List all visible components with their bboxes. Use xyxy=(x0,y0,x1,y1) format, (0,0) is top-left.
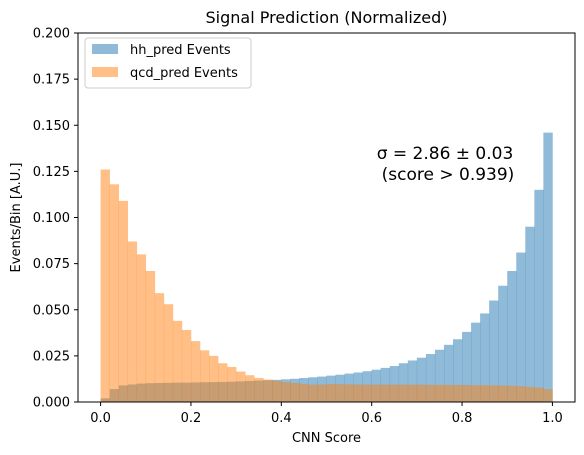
qcd-bar xyxy=(163,304,174,402)
hh-bar xyxy=(534,189,544,402)
x-tick-label: 1.0 xyxy=(542,411,563,426)
hh-bar xyxy=(516,252,526,402)
qcd-bar xyxy=(127,241,138,402)
qcd-bar xyxy=(136,254,147,402)
x-tick-label: 0.2 xyxy=(181,411,202,426)
y-tick-label: 0.000 xyxy=(33,396,70,411)
qcd-bar xyxy=(218,363,228,402)
qcd-bars xyxy=(100,169,553,403)
qcd-bar xyxy=(344,384,354,402)
hh-bar xyxy=(462,331,472,402)
y-tick-label: 0.175 xyxy=(33,73,70,88)
qcd-bar xyxy=(425,384,436,402)
hh-bar xyxy=(453,339,463,402)
qcd-bar xyxy=(254,378,264,402)
qcd-bar xyxy=(317,384,327,402)
qcd-bar xyxy=(227,366,237,402)
qcd-bar xyxy=(190,341,201,402)
qcd-bar xyxy=(489,385,499,402)
qcd-bar xyxy=(353,384,363,402)
hh-bar xyxy=(471,322,481,402)
qcd-bar xyxy=(281,382,291,402)
qcd-bar xyxy=(443,384,454,402)
hh-bar xyxy=(480,313,490,402)
y-tick-label: 0.075 xyxy=(33,257,70,272)
hh-bar xyxy=(507,271,517,402)
qcd-bar xyxy=(181,330,192,402)
qcd-bar xyxy=(154,293,165,402)
qcd-bar xyxy=(462,385,472,402)
hh-bar xyxy=(398,363,409,402)
qcd-bar xyxy=(263,379,273,402)
qcd-bar xyxy=(434,384,445,402)
hh-bar xyxy=(389,366,400,402)
qcd-bar xyxy=(453,385,463,402)
annotation-score: (score > 0.939) xyxy=(382,165,515,185)
y-tick-label: 0.050 xyxy=(33,303,70,318)
qcd-bar xyxy=(416,384,427,402)
hh-bar xyxy=(543,132,553,402)
y-tick-label: 0.025 xyxy=(33,349,70,364)
qcd-bar xyxy=(471,385,481,402)
qcd-bar xyxy=(480,385,490,402)
qcd-bar xyxy=(299,383,309,402)
qcd-bar xyxy=(245,375,255,402)
y-tick-label: 0.150 xyxy=(33,119,70,134)
qcd-bar xyxy=(398,384,409,402)
qcd-bar xyxy=(534,387,544,402)
qcd-bar xyxy=(145,271,156,402)
y-axis-label: Events/Bin [A.U.] xyxy=(9,163,24,273)
legend: hh_pred Events qcd_pred Events xyxy=(84,37,252,89)
legend-label-qcd: qcd_pred Events xyxy=(130,66,238,81)
qcd-bar xyxy=(109,184,119,402)
y-tick-label: 0.200 xyxy=(33,27,70,42)
qcd-bar xyxy=(236,371,246,402)
y-tick-label: 0.100 xyxy=(33,211,70,226)
legend-swatch-qcd xyxy=(92,67,118,77)
legend-swatch-hh xyxy=(92,44,118,54)
legend-label-hh: hh_pred Events xyxy=(130,43,231,58)
qcd-bar xyxy=(543,389,553,402)
hh-bar xyxy=(434,349,445,402)
hh-bar xyxy=(525,226,535,402)
qcd-bar xyxy=(516,386,526,402)
qcd-bar xyxy=(209,355,219,403)
qcd-bar xyxy=(498,385,508,402)
qcd-bar xyxy=(380,384,391,402)
x-axis-ticks: 0.0 0.2 0.4 0.6 0.8 1.0 xyxy=(90,402,563,426)
hh-bar xyxy=(498,285,508,402)
chart-title: Signal Prediction (Normalized) xyxy=(205,8,447,27)
y-axis-ticks: 0.000 0.025 0.050 0.075 0.100 0.125 0.150 0.175… xyxy=(33,27,78,411)
hh-bar xyxy=(425,354,436,402)
qcd-bar xyxy=(389,384,400,402)
y-tick-label: 0.125 xyxy=(33,165,70,180)
hh-bar xyxy=(416,357,427,402)
x-axis-label: CNN Score xyxy=(292,431,361,446)
qcd-bar xyxy=(326,384,336,402)
qcd-bar xyxy=(507,385,517,402)
annotation-sigma: σ = 2.86 ± 0.03 xyxy=(377,144,514,164)
x-tick-label: 0.0 xyxy=(90,411,111,426)
hh-bar xyxy=(443,344,454,402)
qcd-bar xyxy=(335,384,345,402)
qcd-bar xyxy=(525,386,535,402)
qcd-bar xyxy=(290,383,300,402)
qcd-bar xyxy=(272,380,282,402)
qcd-bar xyxy=(362,384,372,402)
x-tick-label: 0.4 xyxy=(271,411,292,426)
x-tick-label: 0.8 xyxy=(452,411,473,426)
legend-box xyxy=(84,37,252,89)
qcd-bar xyxy=(407,384,418,402)
x-tick-label: 0.6 xyxy=(361,411,382,426)
qcd-bar xyxy=(199,350,210,402)
qcd-bar xyxy=(100,169,110,402)
qcd-bar xyxy=(172,320,183,402)
qcd-bar xyxy=(118,200,128,402)
qcd-bar xyxy=(308,384,318,402)
hh-bar xyxy=(407,360,418,402)
qcd-bar xyxy=(371,384,382,402)
hh-bar xyxy=(489,300,499,402)
